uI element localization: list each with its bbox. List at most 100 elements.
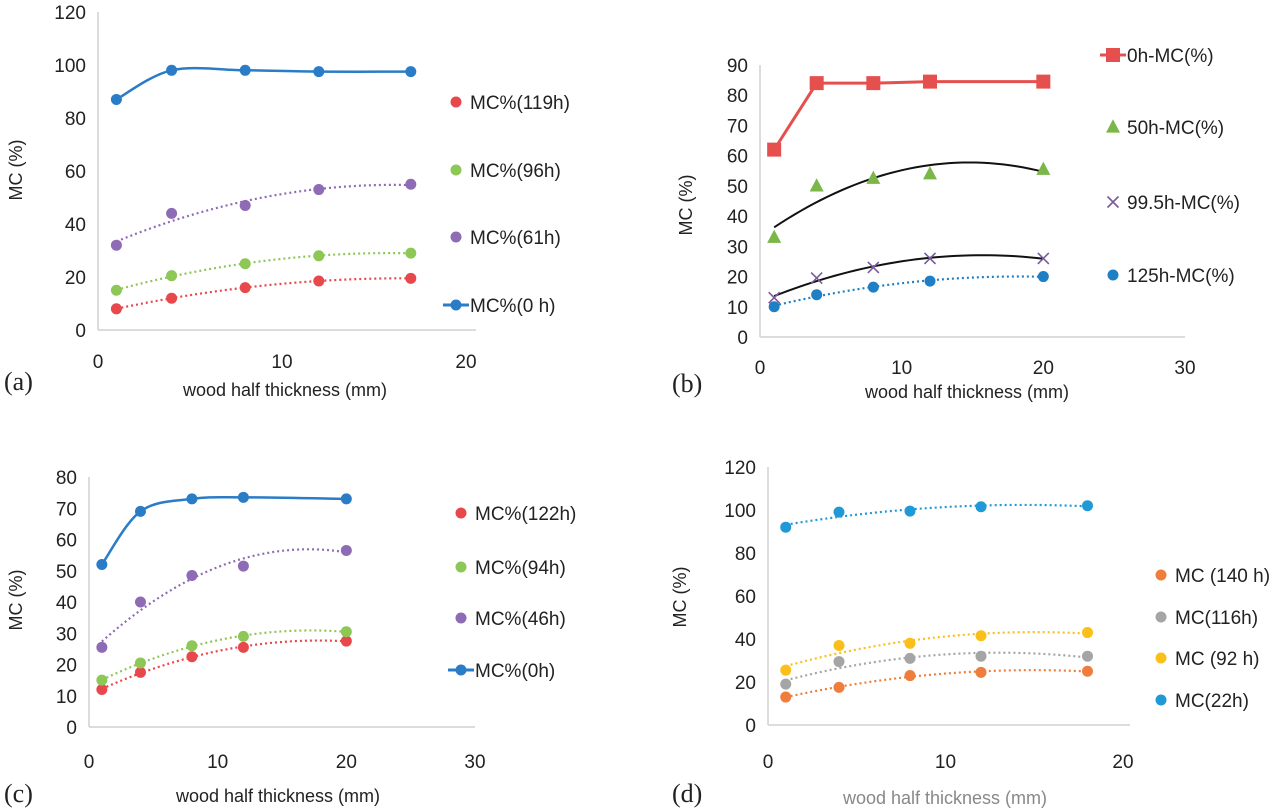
y-tick-label: 20 — [65, 268, 86, 289]
trendline — [785, 631, 1088, 668]
data-point — [1037, 252, 1050, 265]
panel-label: (c) — [4, 779, 33, 808]
y-tick-label: 10 — [56, 687, 77, 708]
x-axis-title: wood half thickness (mm) — [842, 788, 1047, 808]
legend-label: MC%(96h) — [470, 161, 561, 182]
data-point — [866, 170, 881, 184]
y-tick-label: 100 — [724, 501, 756, 522]
legend-marker — [1107, 269, 1119, 281]
x-tick-label: 0 — [763, 752, 774, 773]
data-point — [186, 651, 198, 663]
y-tick-label: 80 — [735, 544, 756, 565]
x-tick-label: 20 — [1112, 752, 1133, 773]
y-tick-label: 60 — [727, 147, 748, 168]
data-point — [313, 184, 325, 196]
legend-label: 125h-MC(%) — [1127, 266, 1235, 287]
trendline — [785, 651, 1088, 682]
legend-label: 50h-MC(%) — [1127, 118, 1224, 139]
series-MC%(119h) — [110, 272, 417, 315]
legend-marker — [1155, 652, 1167, 664]
y-axis-title: MC (%) — [6, 140, 26, 201]
legend-item: MC%(94h) — [455, 558, 566, 579]
data-point — [237, 560, 249, 572]
x-tick-label: 10 — [935, 752, 956, 773]
data-point — [239, 64, 251, 76]
series-MC%(94h) — [96, 626, 352, 686]
chart-panel-c: 0 10 20 30 40 50 60 70 80 0 10 20 30 wood half thickn… — [4, 468, 576, 808]
data-point — [313, 66, 325, 78]
x-tick-label: 20 — [1033, 358, 1054, 379]
data-point — [833, 506, 845, 518]
data-point — [96, 641, 108, 653]
y-tick-label: 70 — [56, 499, 77, 520]
series-line — [115, 66, 411, 101]
trendline — [101, 629, 347, 681]
x-axis-title: wood half thickness (mm) — [864, 382, 1069, 402]
legend-marker — [1106, 119, 1120, 133]
y-tick-label: 80 — [56, 468, 77, 489]
data-point — [166, 64, 178, 76]
data-point — [975, 501, 987, 513]
legend-label: 99.5h-MC(%) — [1127, 193, 1240, 214]
y-axis-title: MC (%) — [670, 567, 690, 628]
data-point — [340, 635, 352, 647]
y-tick-label: 120 — [54, 3, 86, 24]
data-point — [239, 199, 251, 211]
panel-label: (d) — [672, 779, 702, 808]
data-point — [833, 656, 845, 668]
data-point — [904, 505, 916, 517]
y-tick-label: 30 — [56, 624, 77, 645]
x-tick-label: 30 — [464, 752, 485, 773]
y-tick-label: 80 — [65, 109, 86, 130]
data-point — [405, 178, 417, 190]
x-tick-label: 10 — [207, 752, 228, 773]
legend-marker — [450, 299, 462, 311]
data-point — [96, 674, 108, 686]
legend-label: MC%(122h) — [475, 504, 576, 525]
legend-label: MC%(46h) — [475, 609, 566, 630]
series-0h-MC(%) — [767, 74, 1051, 157]
legend-item: MC%(0h) — [448, 661, 555, 682]
data-point — [134, 596, 146, 608]
y-tick-label: 20 — [56, 656, 77, 677]
series-MC%(0h) — [96, 491, 352, 570]
data-point — [340, 626, 352, 638]
x-tick-label: 20 — [455, 352, 476, 373]
y-tick-label: 70 — [727, 116, 748, 137]
legend-label: MC%(94h) — [475, 558, 566, 579]
data-point — [239, 282, 251, 294]
data-point — [1037, 271, 1049, 283]
series-MC(116h) — [780, 650, 1093, 690]
legend-marker — [1155, 694, 1167, 706]
series-MC(22h) — [780, 500, 1093, 533]
data-point — [186, 493, 198, 505]
x-tick-label: 0 — [755, 358, 766, 379]
data-point — [239, 258, 251, 270]
data-point — [340, 493, 352, 505]
data-point — [923, 74, 937, 89]
trendline — [115, 183, 411, 243]
series-MC%(96h) — [110, 247, 417, 296]
data-point — [405, 66, 417, 78]
data-point — [811, 289, 823, 301]
y-tick-label: 100 — [54, 56, 86, 77]
data-point — [780, 664, 792, 676]
data-point — [166, 292, 178, 304]
data-point — [1082, 627, 1093, 639]
data-point — [767, 142, 782, 157]
y-tick-label: 40 — [56, 593, 77, 614]
y-tick-label: 20 — [735, 673, 756, 694]
y-tick-label: 40 — [727, 207, 748, 228]
data-point — [867, 261, 880, 274]
data-point — [975, 650, 987, 662]
data-point — [134, 657, 146, 669]
x-axis-title: wood half thickness (mm) — [182, 380, 387, 400]
series-MC (140 h) — [780, 665, 1093, 703]
x-tick-label: 0 — [93, 352, 104, 373]
data-point — [134, 666, 146, 678]
data-point — [405, 247, 417, 259]
legend-item: MC%(61h) — [450, 228, 561, 249]
data-point — [809, 178, 824, 192]
series-99.5h-MC(%) — [768, 252, 1050, 304]
